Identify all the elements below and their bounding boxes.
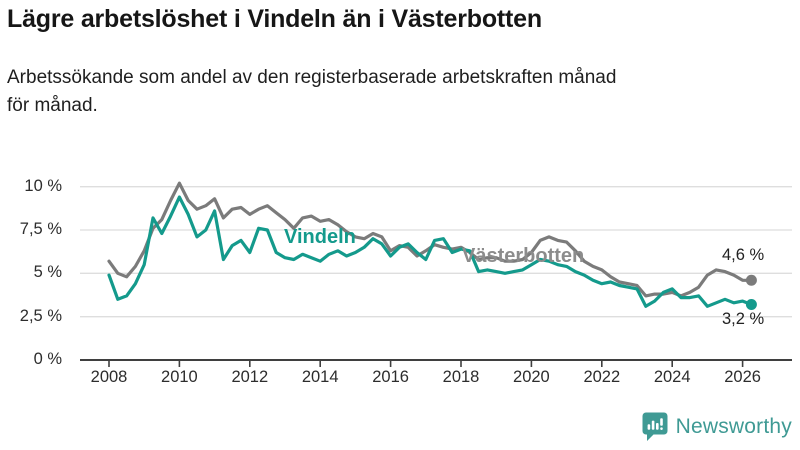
series-end-dot-vindeln: [745, 299, 757, 311]
y-axis-label: 7,5 %: [19, 220, 62, 238]
newsworthy-logo: Newsworthy: [642, 412, 792, 442]
chart-subtitle: Arbetssökande som andel av den registerb…: [7, 64, 787, 120]
series-end-dot-västerbotten: [745, 274, 757, 286]
y-axis-label: 2,5 %: [19, 306, 62, 325]
x-axis-label: 2014: [301, 368, 339, 386]
chart-subtitle-line1: Arbetssökande som andel av den registerb…: [7, 67, 617, 88]
end-value-label-vasterbotten: 4,6 %: [722, 246, 765, 264]
x-axis-label: 2012: [231, 368, 269, 386]
x-axis-label: 2020: [513, 368, 550, 386]
y-axis-label: 10 %: [24, 176, 62, 195]
newsworthy-wordmark: Newsworthy: [675, 415, 792, 438]
chart-title: Lägre arbetslöshet i Vindeln än i Väster…: [7, 5, 542, 33]
x-axis-label: 2022: [583, 368, 621, 386]
y-axis-label: 5 %: [33, 263, 62, 282]
x-axis-label: 2024: [653, 368, 691, 386]
series-label-vasterbotten: Västerbotten: [462, 245, 585, 267]
x-axis-label: 2026: [724, 368, 761, 386]
series-label-vindeln: Vindeln: [284, 226, 356, 248]
y-axis-label: 0 %: [33, 350, 62, 368]
series-line-västerbotten: [107, 181, 754, 298]
x-axis-label: 2018: [442, 368, 480, 386]
newsworthy-icon: [642, 412, 668, 441]
chart-subtitle-line2: för månad.: [7, 95, 98, 116]
end-value-label-vindeln: 3,2 %: [722, 310, 765, 328]
series-line-vindeln: [107, 195, 754, 308]
x-axis-label: 2010: [161, 368, 198, 386]
x-axis-label: 2016: [372, 368, 409, 386]
x-axis-label: 2008: [90, 368, 128, 386]
